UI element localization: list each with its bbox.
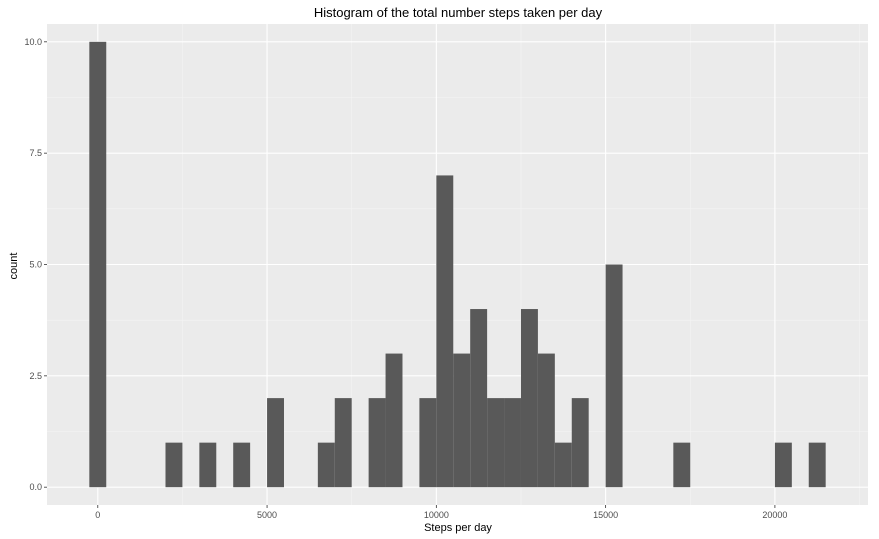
histogram-bar xyxy=(385,353,403,488)
histogram-bar xyxy=(520,309,538,488)
histogram-bar xyxy=(233,442,251,488)
x-tick-label: 15000 xyxy=(593,510,618,520)
histogram-bar xyxy=(368,398,386,488)
histogram-bar xyxy=(487,398,505,488)
x-tick-label: 20000 xyxy=(762,510,787,520)
histogram-bar xyxy=(89,41,107,488)
histogram-bar xyxy=(453,353,471,488)
histogram-bar xyxy=(419,398,437,488)
histogram-bar xyxy=(334,398,352,488)
histogram-bars xyxy=(89,41,826,488)
x-tick-label: 10000 xyxy=(424,510,449,520)
histogram-bar xyxy=(774,442,792,488)
histogram-bar xyxy=(554,442,572,488)
y-tick-label: 10.0 xyxy=(24,37,42,47)
histogram-bar xyxy=(267,398,284,488)
y-tick-label: 0.0 xyxy=(29,482,42,492)
histogram-bar xyxy=(571,398,589,488)
histogram-bar xyxy=(605,264,623,488)
y-axis: 0.0 2.5 5.0 7.5 10.0 xyxy=(24,37,47,492)
histogram-bar xyxy=(470,309,488,488)
chart-title: Histogram of the total number steps take… xyxy=(314,5,603,20)
x-axis: 0 5000 10000 15000 20000 xyxy=(95,505,787,520)
y-tick-label: 7.5 xyxy=(29,148,42,158)
histogram-bar xyxy=(165,442,183,488)
x-tick-label: 5000 xyxy=(257,510,277,520)
y-axis-label: count xyxy=(8,253,20,280)
y-tick-label: 2.5 xyxy=(29,371,42,381)
histogram-bar xyxy=(537,353,555,488)
x-axis-label: Steps per day xyxy=(424,522,492,534)
y-tick-label: 5.0 xyxy=(29,260,42,270)
x-tick-label: 0 xyxy=(95,510,100,520)
histogram-bar xyxy=(199,442,217,488)
histogram-bar xyxy=(808,442,826,488)
histogram-bar xyxy=(673,442,691,488)
histogram-bar xyxy=(317,442,335,488)
histogram-bar xyxy=(504,398,521,488)
histogram-bar xyxy=(436,175,454,488)
